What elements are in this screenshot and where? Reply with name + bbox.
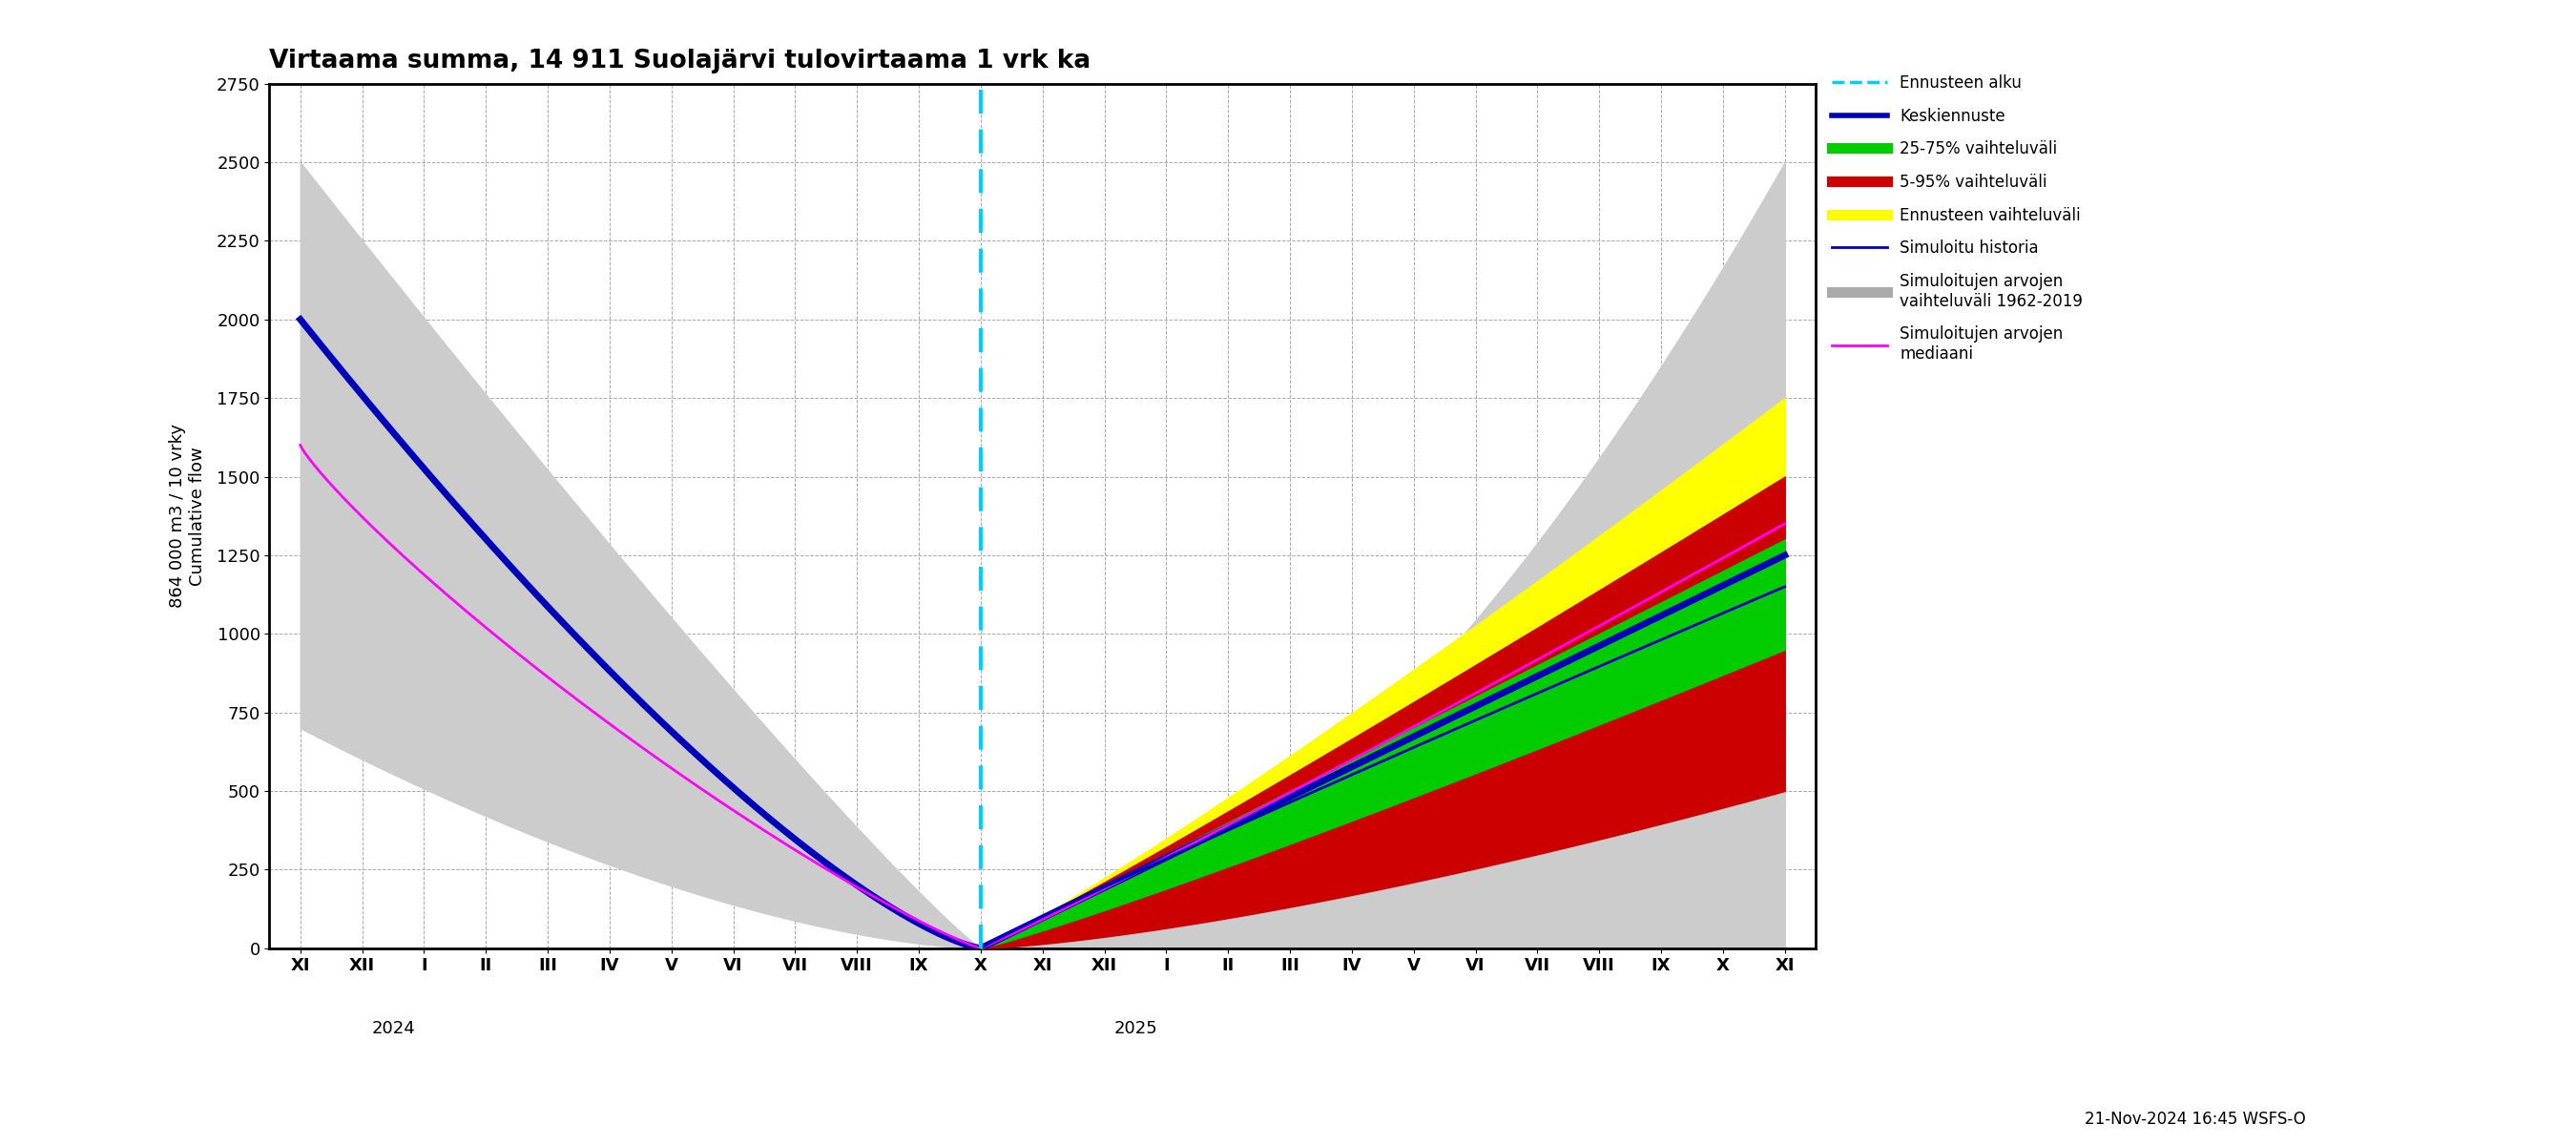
Y-axis label: 864 000 m3 / 10 vrky
Cumulative flow: 864 000 m3 / 10 vrky Cumulative flow [170, 424, 206, 608]
Legend: Ennusteen alku, Keskiennuste, 25-75% vaihteluväli, 5-95% vaihteluväli, Ennusteen: Ennusteen alku, Keskiennuste, 25-75% vai… [1832, 74, 2084, 363]
Text: Virtaama summa, 14 911 Suolajärvi tulovirtaama 1 vrk ka: Virtaama summa, 14 911 Suolajärvi tulovi… [270, 48, 1092, 73]
Text: 2025: 2025 [1113, 1020, 1157, 1037]
Text: 21-Nov-2024 16:45 WSFS-O: 21-Nov-2024 16:45 WSFS-O [2084, 1111, 2306, 1128]
Text: 2024: 2024 [371, 1020, 415, 1037]
